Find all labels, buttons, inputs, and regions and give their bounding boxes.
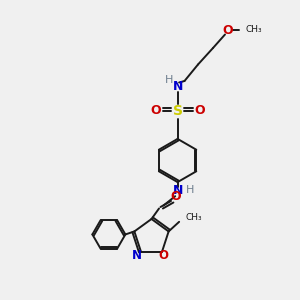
Text: CH₃: CH₃ <box>246 26 262 34</box>
Text: H: H <box>186 185 194 195</box>
Text: N: N <box>172 184 183 197</box>
Text: O: O <box>159 249 169 262</box>
Text: O: O <box>223 23 233 37</box>
Text: O: O <box>170 190 181 203</box>
Text: CH₃: CH₃ <box>185 213 202 222</box>
Text: O: O <box>151 104 161 118</box>
Text: N: N <box>132 249 142 262</box>
Text: S: S <box>172 104 183 118</box>
Text: N: N <box>172 80 183 94</box>
Text: O: O <box>194 104 205 118</box>
Text: H: H <box>164 75 173 85</box>
